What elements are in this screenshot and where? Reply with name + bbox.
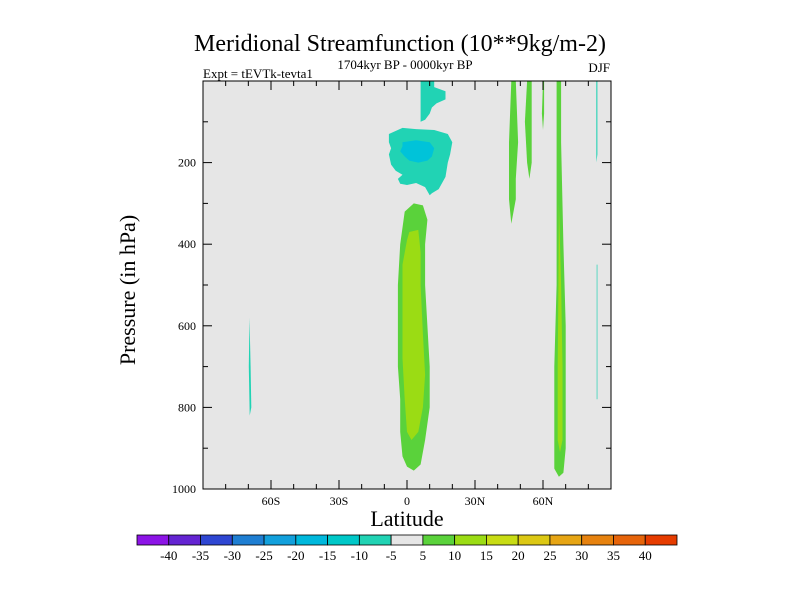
x-tick-label: 30N — [465, 494, 486, 508]
colorbar-label: -25 — [255, 548, 272, 563]
colorbar-label: -35 — [192, 548, 209, 563]
y-tick-label: 600 — [178, 319, 196, 333]
x-tick-label: 60N — [533, 494, 554, 508]
region-neg5-south-polar — [248, 317, 252, 416]
colorbar-label: -5 — [386, 548, 397, 563]
colorbar-swatch — [422, 534, 456, 546]
colorbar: -40 -35 -30 -25 -20 -15 -10 -5 5 10 15 20 25 30 35 40 — [136, 534, 678, 563]
colorbar-swatch — [486, 534, 519, 546]
colorbar-swatch — [168, 534, 201, 546]
chart-title: Meridional Streamfunction (10**9kg/m-2) — [194, 31, 606, 57]
x-axis-label: Latitude — [370, 506, 444, 531]
colorbar-swatch — [581, 534, 614, 546]
y-tick-label: 400 — [178, 237, 196, 251]
colorbar-swatch — [200, 534, 233, 546]
y-tick-label: 1000 — [172, 482, 196, 496]
region-pos5-nh-column-a — [509, 81, 519, 224]
colorbar-swatch — [644, 534, 678, 546]
colorbar-swatch — [136, 534, 170, 546]
colorbar-swatch — [327, 534, 360, 546]
colorbar-label: -15 — [319, 548, 336, 563]
x-tick-label: 30S — [330, 494, 349, 508]
colorbar-swatch — [231, 534, 265, 546]
season-label: DJF — [588, 60, 610, 75]
colorbar-swatch — [295, 534, 328, 546]
colorbar-label: 35 — [607, 548, 620, 563]
region-neg5-0-upper-cell — [420, 81, 446, 122]
colorbar-swatch — [390, 534, 424, 546]
region-neg15-core — [400, 140, 435, 163]
y-tick-label: 200 — [178, 156, 196, 170]
experiment-label: Expt = tEVTk-tevta1 — [203, 66, 313, 81]
colorbar-label: -20 — [287, 548, 304, 563]
colorbar-swatch — [613, 534, 646, 546]
axis-ticks: 60S 30S 0 30N 60N 200 400 600 800 1000 — [172, 81, 611, 508]
region-pos10-equatorial-core — [402, 229, 426, 440]
region-neg5-nh-polar-upper — [596, 81, 598, 163]
colorbar-swatch — [358, 534, 392, 546]
x-tick-label: 0 — [404, 494, 410, 508]
y-tick-label: 800 — [178, 400, 196, 414]
colorbar-swatch — [549, 534, 583, 546]
colorbar-label: -10 — [351, 548, 368, 563]
region-pos10-nh-core — [557, 203, 563, 453]
colorbar-label: -30 — [224, 548, 241, 563]
colorbar-swatch — [454, 534, 487, 546]
region-neg5-nh-polar-lower — [596, 264, 598, 400]
colorbar-label: 15 — [480, 548, 493, 563]
colorbar-label: 5 — [420, 548, 427, 563]
colorbar-label: 10 — [448, 548, 461, 563]
colorbar-label: -40 — [160, 548, 177, 563]
time-period-label: 1704kyr BP - 0000kyr BP — [337, 57, 473, 72]
x-tick-label: 60S — [262, 494, 281, 508]
colorbar-label: 30 — [575, 548, 588, 563]
colorbar-label: 25 — [543, 548, 556, 563]
colorbar-label: 40 — [639, 548, 652, 563]
colorbar-label: 20 — [512, 548, 525, 563]
region-pos5-nh-column-c — [541, 81, 545, 130]
colorbar-swatch — [517, 534, 551, 546]
region-pos5-nh-column-b — [524, 81, 532, 179]
contour-regions — [248, 81, 598, 477]
colorbar-swatch — [263, 534, 297, 546]
